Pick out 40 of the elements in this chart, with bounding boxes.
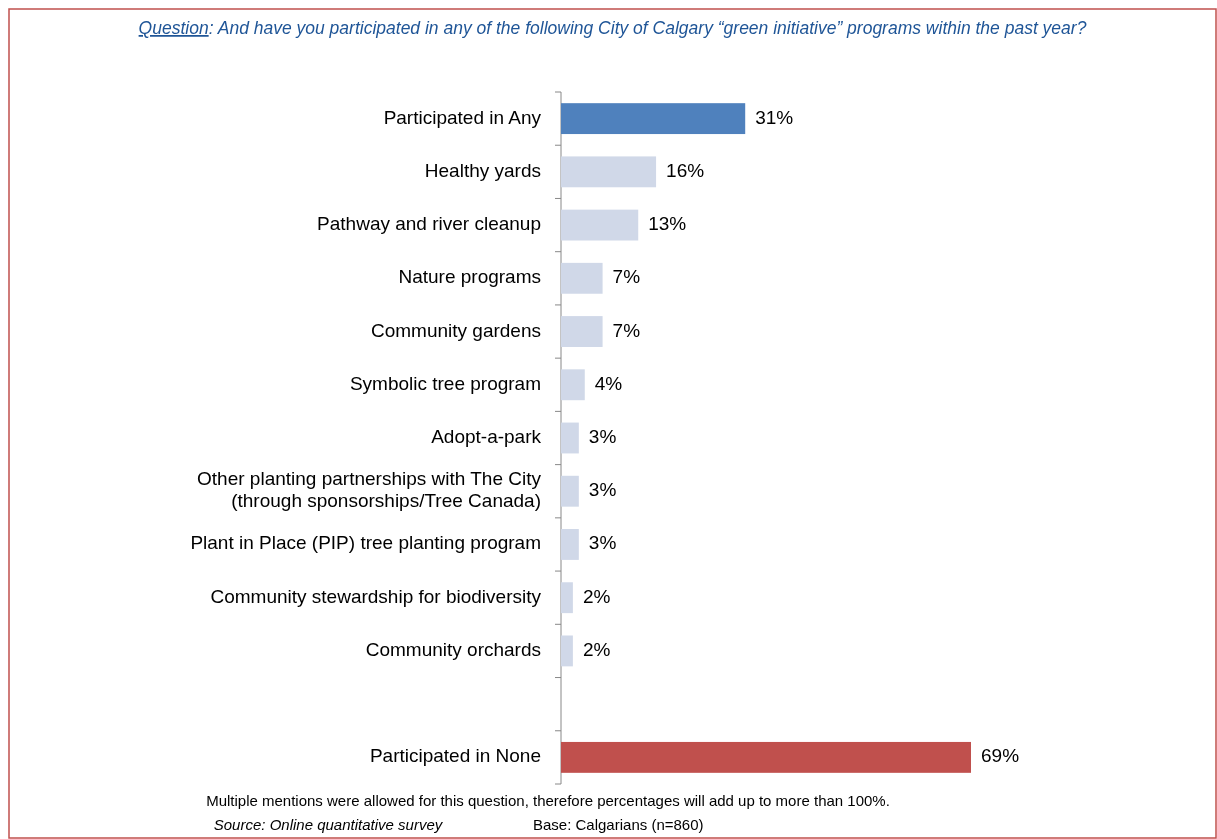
y-tick-label: Nature programs [398, 266, 541, 288]
chart-title: Question: And have you participated in any of the following City of Calgary “green initiative” programs within the past year? [138, 18, 1087, 38]
data-label: 2% [582, 638, 611, 660]
data-label: 4% [594, 372, 623, 394]
bar [561, 741, 971, 773]
y-tick-label: Plant in Place (PIP) tree planting program [190, 532, 541, 554]
text: Base: Calgarians (n=860) [533, 816, 704, 833]
data-label: 69% [981, 745, 1020, 767]
data-label: 3% [588, 426, 617, 448]
bar [561, 103, 746, 135]
data-label: 2% [582, 585, 611, 607]
text: Multiple mentions were allowed for this question, therefore percentages will add up to more than 100%. [206, 792, 890, 809]
y-tick-label: Other planting partnerships with The City (through sponsorships/Tree Canada) [197, 468, 542, 512]
data-label: 3% [588, 532, 617, 554]
bar [561, 529, 579, 560]
data-label: 13% [648, 213, 687, 235]
data-label: 16% [666, 159, 705, 181]
bar [561, 156, 657, 188]
y-tick-label: Community stewardship for biodiversity [210, 585, 542, 607]
y-tick-label: Community orchards [365, 638, 541, 660]
y-tick-label: Symbolic tree program [349, 372, 541, 394]
bar [561, 262, 603, 294]
bar [561, 582, 573, 614]
bar [561, 209, 639, 241]
y-tick-label: Participated in Any [383, 106, 542, 128]
data-label: 7% [612, 319, 641, 341]
y-tick-label: Pathway and river cleanup [317, 213, 541, 235]
data-label: 7% [612, 266, 641, 288]
source-note: Source: Online quantitative survey [213, 816, 444, 833]
data-label: 3% [588, 479, 617, 501]
bar [561, 635, 573, 667]
bar [561, 422, 579, 454]
y-tick-label: Healthy yards [424, 159, 541, 181]
y-tick-label: Community gardens [370, 319, 541, 341]
bar [561, 475, 579, 507]
data-label: 31% [755, 106, 794, 128]
y-tick-label: Adopt-a-park [431, 426, 542, 448]
bar [561, 369, 585, 401]
y-tick-label: Participated in None [369, 745, 541, 767]
bar [561, 316, 603, 347]
